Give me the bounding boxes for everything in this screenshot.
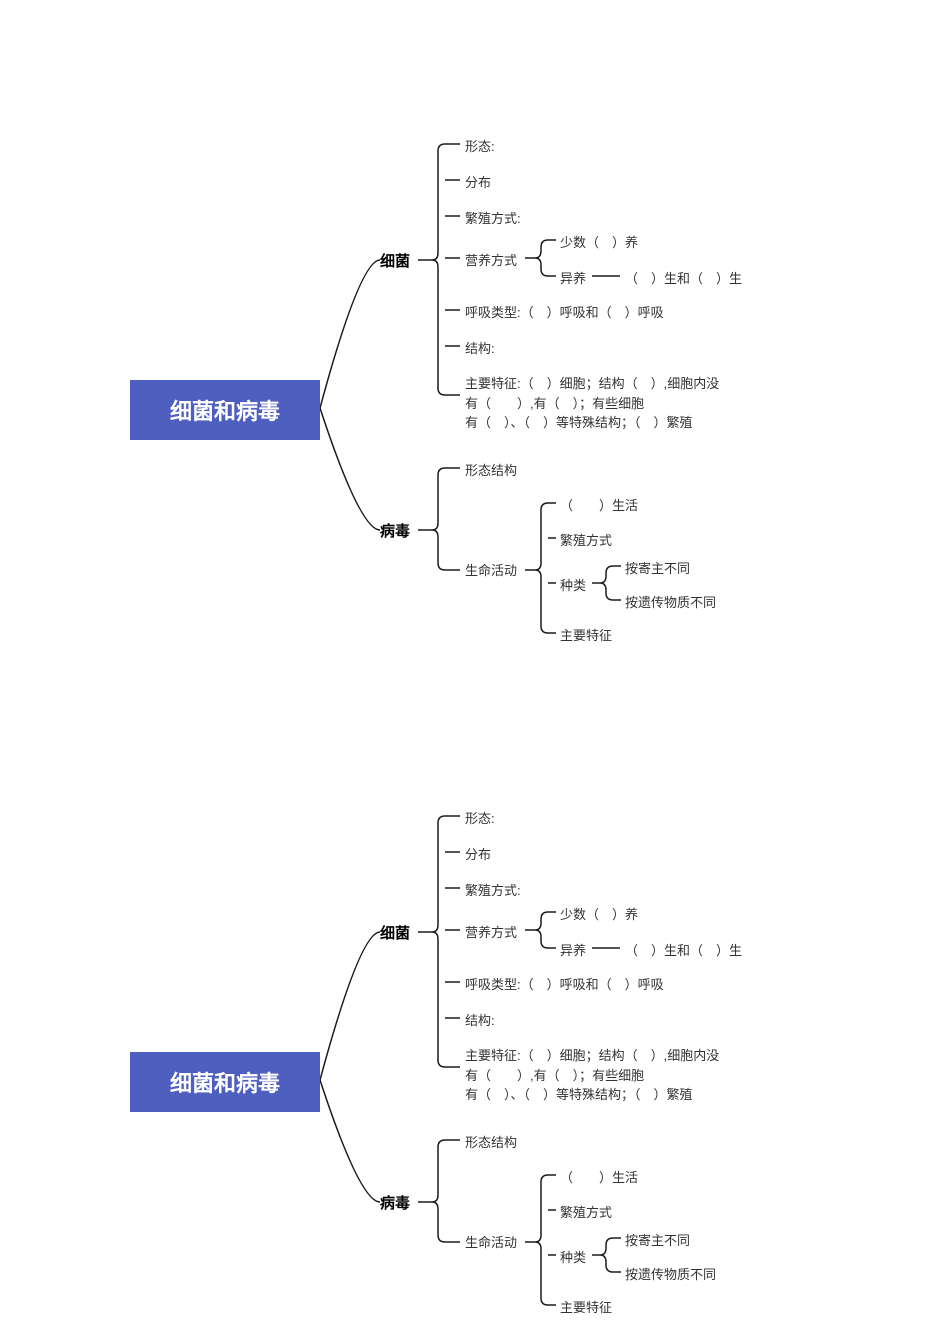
mindmap-diagram-2: 细菌和病毒 细菌 病毒 形态: 分布 繁殖方式: 营养方式 少数（ ）养 异养 … bbox=[0, 672, 950, 1344]
leaf-b1: 形态: bbox=[465, 136, 495, 155]
branch-bacteria: 细菌 bbox=[380, 922, 410, 943]
leaf-v1: 形态结构 bbox=[465, 460, 517, 479]
root-node: 细菌和病毒 bbox=[130, 1052, 320, 1112]
leaf-b5: 呼吸类型:（ ）呼吸和（ ）呼吸 bbox=[465, 302, 664, 321]
leaf-b7-line2: 有（ ）,有（ ）；有些细胞 bbox=[465, 394, 719, 414]
leaf-v2c1: 按寄主不同 bbox=[625, 558, 690, 577]
leaf-b7-line2: 有（ ）,有（ ）；有些细胞 bbox=[465, 1066, 719, 1086]
branch-bacteria: 细菌 bbox=[380, 250, 410, 271]
leaf-v2b: 繁殖方式 bbox=[560, 1202, 612, 1221]
leaf-v2b: 繁殖方式 bbox=[560, 530, 612, 549]
root-node: 细菌和病毒 bbox=[130, 380, 320, 440]
leaf-b6: 结构: bbox=[465, 1010, 495, 1029]
leaf-v2c: 种类 bbox=[560, 575, 586, 594]
leaf-v2: 生命活动 bbox=[465, 1232, 517, 1251]
leaf-v2a: （ ）生活 bbox=[560, 495, 638, 514]
leaf-v2d: 主要特征 bbox=[560, 1297, 612, 1316]
leaf-b7: 主要特征:（ ）细胞；结构（ ）,细胞内没 有（ ）,有（ ）；有些细胞 有（ … bbox=[465, 374, 719, 433]
leaf-b4b: 异养 bbox=[560, 940, 586, 959]
leaf-b4a: 少数（ ）养 bbox=[560, 232, 638, 251]
leaf-b4b: 异养 bbox=[560, 268, 586, 287]
leaf-b7-line3: 有（ ）、（ ）等特殊结构；（ ）繁殖 bbox=[465, 1085, 719, 1105]
leaf-b7-line1: 主要特征:（ ）细胞；结构（ ）,细胞内没 bbox=[465, 1046, 719, 1066]
leaf-v2a: （ ）生活 bbox=[560, 1167, 638, 1186]
leaf-b2: 分布 bbox=[465, 172, 491, 191]
leaf-v1: 形态结构 bbox=[465, 1132, 517, 1151]
leaf-b7-line1: 主要特征:（ ）细胞；结构（ ）,细胞内没 bbox=[465, 374, 719, 394]
leaf-b1: 形态: bbox=[465, 808, 495, 827]
mindmap-diagram-1: 细菌和病毒 细菌 病毒 形态: 分布 繁殖方式: 营养方式 少数（ ）养 异养 … bbox=[0, 0, 950, 672]
leaf-v2: 生命活动 bbox=[465, 560, 517, 579]
leaf-b3: 繁殖方式: bbox=[465, 880, 521, 899]
leaf-b7-line3: 有（ ）、（ ）等特殊结构；（ ）繁殖 bbox=[465, 413, 719, 433]
leaf-v2c2: 按遗传物质不同 bbox=[625, 1264, 716, 1283]
leaf-b4: 营养方式 bbox=[465, 922, 517, 941]
leaf-b7: 主要特征:（ ）细胞；结构（ ）,细胞内没 有（ ）,有（ ）；有些细胞 有（ … bbox=[465, 1046, 719, 1105]
branch-virus: 病毒 bbox=[380, 520, 410, 541]
leaf-v2c2: 按遗传物质不同 bbox=[625, 592, 716, 611]
branch-virus: 病毒 bbox=[380, 1192, 410, 1213]
leaf-v2c1: 按寄主不同 bbox=[625, 1230, 690, 1249]
leaf-b4b-arrow: （ ）生和（ ）生 bbox=[625, 268, 742, 287]
leaf-b4: 营养方式 bbox=[465, 250, 517, 269]
leaf-b3: 繁殖方式: bbox=[465, 208, 521, 227]
leaf-b6: 结构: bbox=[465, 338, 495, 357]
leaf-b4b-arrow: （ ）生和（ ）生 bbox=[625, 940, 742, 959]
leaf-b5: 呼吸类型:（ ）呼吸和（ ）呼吸 bbox=[465, 974, 664, 993]
leaf-b2: 分布 bbox=[465, 844, 491, 863]
leaf-v2c: 种类 bbox=[560, 1247, 586, 1266]
leaf-v2d: 主要特征 bbox=[560, 625, 612, 644]
leaf-b4a: 少数（ ）养 bbox=[560, 904, 638, 923]
